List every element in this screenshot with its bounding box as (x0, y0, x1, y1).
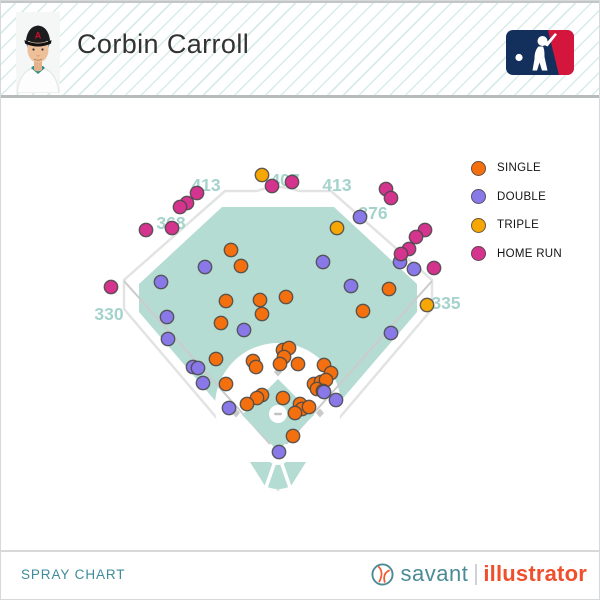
legend-label: DOUBLE (497, 190, 547, 203)
hit-single[interactable] (290, 356, 306, 372)
hit-single[interactable] (254, 306, 270, 322)
hit-home-run[interactable] (172, 199, 188, 215)
hit-single[interactable] (223, 242, 239, 258)
hit-double[interactable] (328, 392, 344, 408)
hit-double[interactable] (343, 278, 359, 294)
hit-home-run[interactable] (189, 185, 205, 201)
hit-single[interactable] (381, 281, 397, 297)
hit-double[interactable] (236, 322, 252, 338)
hit-home-run[interactable] (408, 229, 424, 245)
hit-triple[interactable] (419, 297, 435, 313)
hit-single[interactable] (218, 376, 234, 392)
hit-home-run[interactable] (383, 190, 399, 206)
legend-label: HOME RUN (497, 247, 563, 260)
legend-item-home-run: HOME RUN (471, 240, 562, 269)
brand-divider (475, 563, 478, 585)
baseball-icon (370, 562, 394, 586)
hit-home-run[interactable] (426, 260, 442, 276)
brand-savant: savant (400, 561, 469, 586)
hit-double[interactable] (352, 209, 368, 225)
hit-home-run[interactable] (103, 279, 119, 295)
svg-text:A: A (35, 31, 42, 41)
legend-item-double: DOUBLE (471, 183, 562, 212)
hit-double[interactable] (153, 274, 169, 290)
legend-swatch-icon (471, 189, 486, 205)
legend: SINGLE DOUBLE TRIPLE HOME RUN (471, 154, 562, 268)
hit-triple[interactable] (329, 220, 345, 236)
hit-single[interactable] (355, 303, 371, 319)
hit-double[interactable] (316, 384, 332, 400)
distance-label-335: 335 (431, 293, 460, 313)
spray-chart-label: SPRAY CHART (21, 567, 126, 582)
hit-triple[interactable] (254, 167, 270, 183)
hit-dots (103, 167, 442, 460)
legend-swatch-icon (471, 246, 486, 262)
distance-label-330: 330 (94, 304, 123, 324)
hit-single[interactable] (218, 293, 234, 309)
player-headshot: A (16, 12, 60, 93)
hit-double[interactable] (383, 325, 399, 341)
hit-single[interactable] (248, 359, 264, 375)
hit-single[interactable] (278, 289, 294, 305)
mlb-logo (506, 30, 574, 75)
hit-double[interactable] (406, 261, 422, 277)
hit-double[interactable] (315, 254, 331, 270)
footer: SPRAY CHART savant illustrator (1, 550, 599, 599)
brand-illustrator: illustrator (483, 561, 587, 586)
hit-single[interactable] (275, 390, 291, 406)
hit-home-run[interactable] (284, 174, 300, 190)
hit-double[interactable] (195, 375, 211, 391)
hit-single[interactable] (272, 356, 288, 372)
pitcher-rubber (274, 412, 282, 416)
legend-item-single: SINGLE (471, 154, 562, 183)
hit-double[interactable] (221, 400, 237, 416)
hit-double[interactable] (160, 331, 176, 347)
legend-swatch-icon (471, 160, 486, 176)
hit-single[interactable] (208, 351, 224, 367)
savant-illustrator-logo: savant illustrator (370, 561, 588, 587)
legend-label: TRIPLE (497, 219, 540, 232)
hit-double[interactable] (190, 360, 206, 376)
hit-home-run[interactable] (138, 222, 154, 238)
legend-item-triple: TRIPLE (471, 211, 562, 240)
hit-single[interactable] (287, 405, 303, 421)
hit-home-run[interactable] (264, 178, 280, 194)
page-title: Corbin Carroll (77, 29, 250, 59)
hit-single[interactable] (239, 396, 255, 412)
hit-home-run[interactable] (393, 246, 409, 262)
legend-swatch-icon (471, 217, 486, 233)
hit-double[interactable] (271, 444, 287, 460)
hit-single[interactable] (285, 428, 301, 444)
hit-home-run[interactable] (164, 220, 180, 236)
hit-single[interactable] (213, 315, 229, 331)
outfield-grass (139, 207, 417, 474)
hit-double[interactable] (159, 309, 175, 325)
header: A Corbin Carroll (1, 1, 599, 98)
distance-label-413: 413 (322, 175, 351, 195)
hit-double[interactable] (197, 259, 213, 275)
legend-label: SINGLE (497, 162, 541, 175)
hit-single[interactable] (233, 258, 249, 274)
backstop-grass-wedge (250, 462, 306, 489)
hit-single[interactable] (252, 292, 268, 308)
hit-single[interactable] (301, 399, 317, 415)
